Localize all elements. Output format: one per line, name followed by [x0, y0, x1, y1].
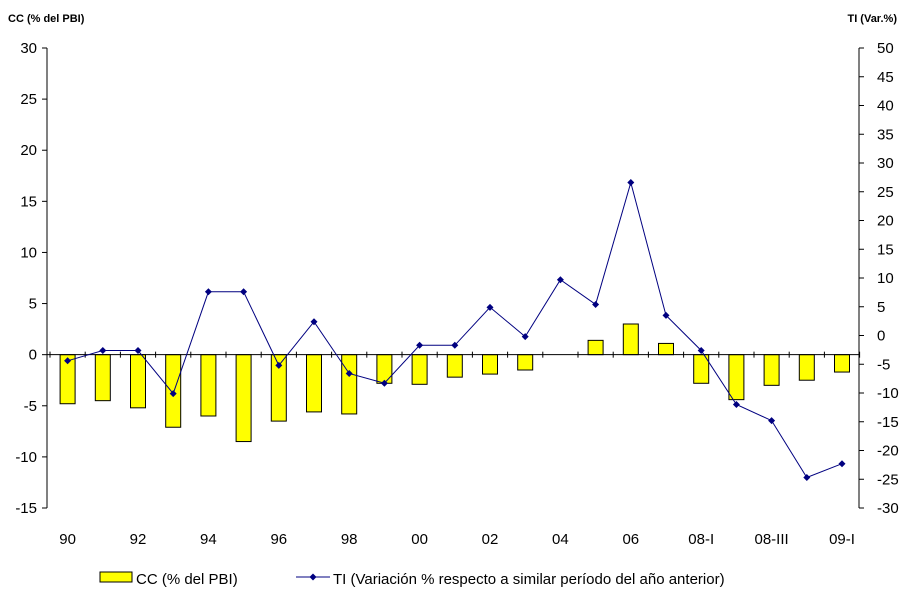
- legend-label-ti: TI (Variación % respecto a similar perío…: [333, 571, 725, 588]
- cc-bar: [587, 339, 604, 356]
- cc-bar: [376, 354, 393, 384]
- right-tick-label: 45: [877, 69, 894, 86]
- ti-point: [556, 276, 564, 284]
- cc-bar: [411, 354, 428, 385]
- ti-point: [310, 318, 318, 326]
- x-tick-label: 06: [622, 531, 639, 548]
- left-tick-label: 10: [20, 244, 37, 261]
- cc-bar: [728, 354, 745, 401]
- x-tick-label: 00: [411, 531, 428, 548]
- right-axis: -30 -25 -20 -15 -10 -5 0 5 10 15 20 25 30 35 40 45 50: [858, 40, 899, 517]
- right-axis-title: TI (Var.%): [847, 13, 897, 25]
- legend-label-cc: CC (% del PBI): [136, 571, 238, 588]
- right-tick-label: 0: [877, 328, 885, 345]
- cc-bar: [130, 354, 146, 409]
- left-tick-label: -15: [15, 500, 37, 517]
- cc-bar: [446, 354, 463, 378]
- left-tick-label: 30: [20, 40, 37, 57]
- cc-bar: [94, 354, 111, 402]
- x-tick-label: 08-I: [688, 531, 714, 548]
- left-tick-label: 0: [29, 347, 37, 364]
- right-tick-label: -15: [877, 414, 899, 431]
- legend-marker-ti: [309, 573, 317, 581]
- ti-point: [275, 361, 283, 369]
- x-tick-label: 90: [59, 531, 76, 548]
- ti-point: [627, 179, 635, 187]
- right-tick-label: -20: [877, 443, 899, 460]
- ti-point: [662, 311, 670, 319]
- right-tick-label: -25: [877, 471, 899, 488]
- right-tick-label: -30: [877, 500, 899, 517]
- ti-point: [697, 346, 705, 354]
- cc-bar: [200, 354, 217, 417]
- left-tick-label: 15: [20, 193, 37, 210]
- right-tick-label: 50: [877, 40, 894, 57]
- ti-point: [732, 401, 740, 408]
- right-tick-label: 15: [877, 241, 894, 258]
- legend: CC (% del PBI) TI (Variación % respecto …: [99, 571, 725, 588]
- cc-bar: [482, 354, 498, 375]
- x-tick-label: 04: [552, 531, 569, 548]
- ti-point: [416, 341, 424, 349]
- ti-point: [838, 460, 846, 468]
- cc-bars: [59, 323, 850, 443]
- right-tick-label: -10: [877, 385, 899, 402]
- x-tick-label: 94: [200, 531, 217, 548]
- left-tick-label: 5: [29, 296, 37, 313]
- right-tick-label: 40: [877, 98, 894, 115]
- left-tick-label: -10: [15, 449, 37, 466]
- right-tick-label: -5: [877, 356, 890, 373]
- x-tick-label: 02: [482, 531, 499, 548]
- right-tick-label: 10: [877, 270, 894, 287]
- ti-point: [521, 333, 529, 341]
- ti-line-series: [64, 179, 846, 482]
- ti-point: [240, 288, 248, 296]
- right-tick-label: 25: [877, 184, 894, 201]
- cc-bar: [763, 354, 780, 386]
- right-tick-label: 30: [877, 155, 894, 172]
- x-tick-label: 08-III: [755, 531, 789, 548]
- ti-point: [592, 300, 600, 308]
- x-tick-label: 98: [341, 531, 358, 548]
- cc-bar: [622, 323, 639, 356]
- zero-baseline: [47, 351, 861, 358]
- right-tick-label: 35: [877, 126, 894, 143]
- x-axis-tick-labels: 90 92 94 96 98 00 02 04 06 08-I 08-III 09-I: [59, 531, 855, 548]
- cc-bar: [306, 354, 322, 413]
- ti-point: [486, 303, 494, 311]
- x-tick-label: 09-I: [829, 531, 855, 548]
- cc-bar: [341, 354, 358, 415]
- left-tick-label: 25: [20, 91, 37, 108]
- ti-point: [169, 390, 177, 398]
- cc-bar: [235, 354, 252, 443]
- ti-point: [768, 417, 776, 425]
- cc-bar: [798, 354, 815, 381]
- ti-line: [67, 180, 843, 479]
- right-tick-label: 5: [877, 299, 885, 316]
- ti-point: [380, 379, 388, 387]
- ti-point: [803, 474, 811, 482]
- legend-swatch-cc: [99, 571, 133, 583]
- cc-bar: [834, 354, 850, 373]
- ti-point: [204, 288, 212, 296]
- right-tick-label: 20: [877, 213, 894, 230]
- cc-bar: [517, 354, 534, 371]
- ti-point: [99, 346, 107, 354]
- left-axis: -15 -10 -5 0 5 10 15 20 25 30: [15, 40, 48, 517]
- ti-point: [345, 369, 353, 377]
- ti-point: [134, 346, 142, 354]
- cc-bar: [658, 342, 674, 356]
- left-tick-label: 20: [20, 142, 37, 159]
- x-tick-label: 96: [270, 531, 287, 548]
- ti-point: [64, 357, 72, 365]
- x-tick-label: 92: [130, 531, 147, 548]
- left-axis-title: CC (% del PBI): [8, 13, 85, 25]
- left-tick-label: -5: [24, 398, 37, 415]
- ti-point: [451, 341, 459, 349]
